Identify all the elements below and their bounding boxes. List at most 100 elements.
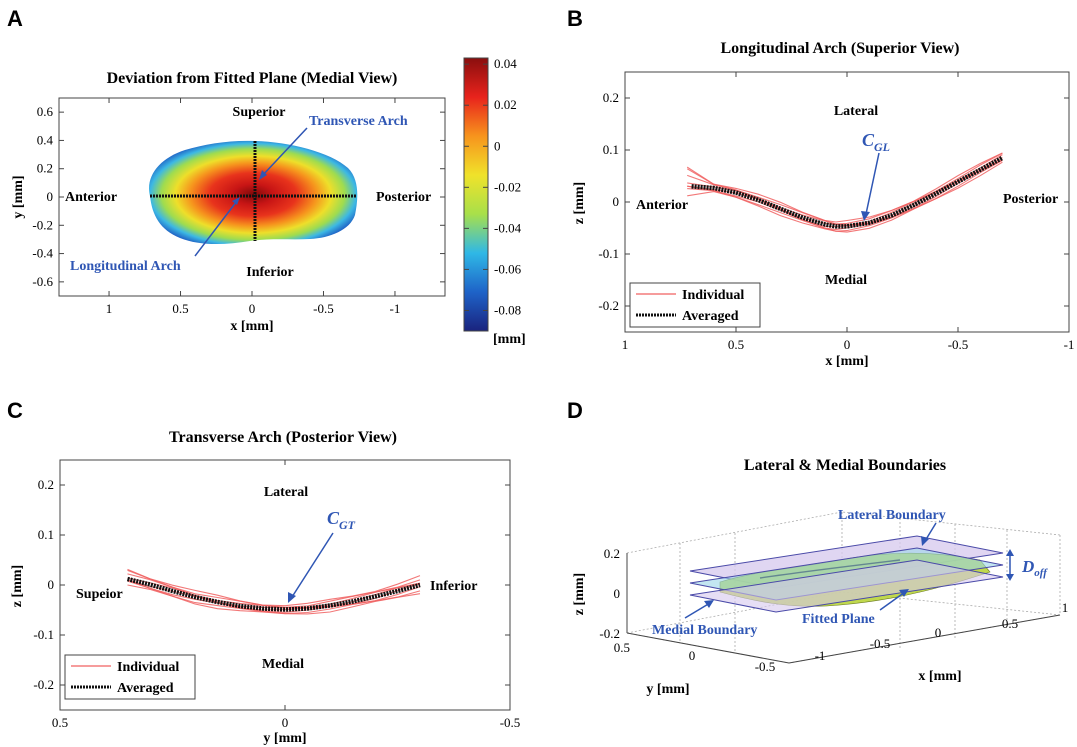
deviation-heatmap [149,140,358,245]
note-inferior-c: Inferior [430,579,477,594]
panel-b-averaged-curve [691,155,1004,229]
panel-b-ytick-label: 0.2 [603,90,619,105]
d-ztick-1: 0 [614,586,621,601]
panel-b-xtick-label: 0.5 [728,337,744,352]
panel-a-ytick-label: 0.2 [37,161,53,176]
d-xtick-3: 0.5 [1002,616,1018,631]
d-xtick-4: 1 [1062,600,1069,615]
panel-c-ytick-label: -0.2 [33,677,54,692]
panel-b-xtick-label: -0.5 [948,337,969,352]
panel-a-xlabel: x [mm] [230,319,273,334]
panel-c-ytick-label: 0 [48,577,55,592]
panel-d-xlabel: x [mm] [918,669,961,684]
panel-a-ytick-label: 0.4 [37,132,54,147]
note-superior-c: Supeior [76,587,123,602]
panel-a-ytick-label: -0.6 [32,274,53,289]
d-xtick-1: -0.5 [870,636,891,651]
panel-b-ylabel: z [mm] [572,182,587,224]
note-medial-c: Medial [262,657,304,672]
note-anterior-b: Anterior [636,198,688,213]
legend-individual-c: Individual [117,660,179,675]
panel-b-xtick-label: 1 [622,337,629,352]
panel-d-zlabel: z [mm] [572,573,587,615]
panel-b-individual-curve [686,152,1003,223]
panel-b-legend: Individual Averaged [629,282,761,328]
panel-a-title: Deviation from Fitted Plane (Medial View… [107,70,398,87]
panel-c-individual-curve [127,568,421,607]
panel-a-ylabel: y [mm] [11,175,26,218]
panel-a-ticks: 1 0.5 0 -0.5 -1 0.6 0.4 0.2 0 -0.2 -0.4 -0.6 [32,98,445,316]
medial-boundary-plane [689,559,1004,613]
colorbar-tick-label: -0.02 [494,179,521,194]
medial-boundary-arrowhead [704,600,714,608]
panel-a-xtick-label: 1 [106,301,113,316]
lateral-boundary-arrowhead [921,536,929,546]
panel-a-ytick-label: 0 [47,189,54,204]
panel-d: D Lateral & Medial Boundaries Lateral Bo… [567,398,1068,697]
fitted-plane-arrowhead [899,589,909,597]
y-axis [626,632,790,664]
transverse-arch-label: Transverse Arch [309,114,408,129]
panel-c-xtick-label: -0.5 [500,715,521,730]
colorbar [463,57,489,332]
legend-averaged-b: Averaged [682,309,739,324]
panel-c-title: Transverse Arch (Posterior View) [169,429,397,446]
panel-c-ylabel: z [mm] [10,565,25,607]
colorbar-ticks: 0.04 0.02 0 -0.02 -0.04 -0.06 -0.08 [464,56,522,317]
panel-b-individual-curve [687,161,1003,233]
fitted-plane-arrow [879,591,906,611]
colorbar-tick-label: -0.08 [494,302,521,317]
panel-b-curves [686,152,1004,233]
d-ytick-1: 0 [689,648,696,663]
cgt-label: CGT [327,508,356,532]
panel-b-xlabel: x [mm] [825,354,868,369]
legend-box-c [64,654,196,700]
panel-b-ticks: 1 0.5 0 -0.5 -1 0.2 0.1 0 -0.1 -0.2 [598,72,1074,352]
panel-b-xtick-label: 0 [844,337,851,352]
panel-c-ytick-label: 0.1 [38,527,54,542]
d-ztick-2: -0.2 [599,626,620,641]
panel-b-individual-curve [687,159,1003,232]
d-xtick-2: 0 [935,625,942,640]
longitudinal-arch-label: Longitudinal Arch [70,259,181,274]
d-ytick-2: -0.5 [755,659,776,674]
fitted-plane-label: Fitted Plane [802,612,875,627]
panel-b-ytick-label: -0.1 [598,246,619,261]
longitudinal-arch-arrowhead [232,197,240,205]
panel-a-plot-area [149,140,358,245]
legend-averaged-c: Averaged [117,681,174,696]
colorbar-tick-label: -0.04 [494,220,522,235]
panel-c-ytick-label: 0.2 [38,477,54,492]
panel-c-ytick-label: -0.1 [33,627,54,642]
lateral-boundary-arrow [924,522,937,542]
panel-a-xtick-label: 0.5 [172,301,188,316]
panel-c-legend: Individual Averaged [64,654,196,700]
colorbar-tick-label: 0.02 [494,97,517,112]
note-medial-b: Medial [825,273,867,288]
d-xtick-0: -1 [815,648,826,663]
longitudinal-arch-arrow [194,200,238,257]
colorbar-tick-label: 0 [494,138,501,153]
panel-c-curves [126,568,421,615]
note-inferior: Inferior [246,265,293,280]
legend-box-b [629,282,761,328]
panel-b-ytick-label: 0.1 [603,142,619,157]
panel-label-d: D [567,398,583,423]
cgt-arrow [291,532,334,598]
panel-d-title: Lateral & Medial Boundaries [744,457,946,474]
panel-label-b: B [567,6,583,31]
d-ztick-0: 0.2 [604,546,620,561]
panel-a-xtick-label: 0 [249,301,256,316]
panel-b-individual-curve [686,152,1003,225]
cgl-arrowhead [861,211,870,221]
transverse-arch-arrowhead [259,170,267,180]
cgt-arrowhead [288,592,296,603]
panel-a-ytick-label: -0.2 [32,217,53,232]
panel-c-xtick-label: 0.5 [52,715,68,730]
medial-boundary-arrow [684,602,711,619]
panel-d-ylabel: y [mm] [646,682,689,697]
x-axis [788,614,1061,664]
medial-boundary-label: Medial Boundary [652,623,757,638]
note-posterior-b: Posterior [1003,192,1058,207]
transverse-arch-arrow [261,127,308,177]
